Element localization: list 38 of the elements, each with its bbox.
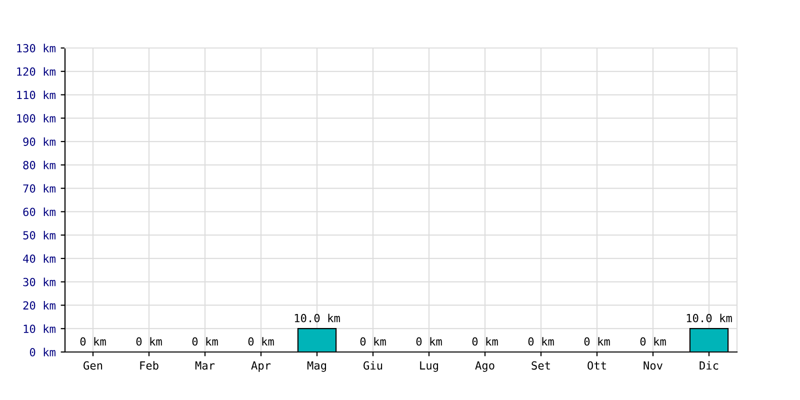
data-label: 10.0 km bbox=[686, 314, 732, 322]
y-tick-label: 90 km bbox=[23, 137, 56, 146]
y-tick-label: 110 km bbox=[17, 90, 56, 100]
y-tick-label: 40 km bbox=[23, 254, 56, 263]
y-tick-label: 100 km bbox=[17, 114, 56, 123]
x-tick-label: Gen bbox=[84, 361, 102, 370]
x-tick-label: Apr bbox=[251, 361, 271, 372]
x-tick-label: Feb bbox=[140, 361, 158, 370]
y-tick-label: 80 km bbox=[23, 160, 56, 170]
data-label: 0 km bbox=[584, 337, 610, 346]
data-label: 0 km bbox=[80, 337, 106, 346]
data-label: 0 km bbox=[528, 337, 554, 346]
x-tick-label: Set bbox=[532, 361, 550, 370]
x-tick-label: Giu bbox=[364, 361, 382, 370]
x-tick-label: Lug bbox=[420, 361, 438, 372]
y-tick-label: 130 km bbox=[17, 44, 56, 52]
x-tick-label: Mag bbox=[307, 361, 326, 372]
data-label: 0 km bbox=[640, 337, 666, 346]
x-tick-label: Mar bbox=[195, 361, 215, 370]
data-label: 10.0 km bbox=[294, 314, 340, 322]
data-label: 0 km bbox=[136, 337, 162, 346]
y-tick-label: 30 km bbox=[23, 278, 56, 286]
y-tick-label: 50 km bbox=[23, 230, 56, 240]
x-tick-label: Ott bbox=[588, 361, 606, 370]
y-tick-label: 70 km bbox=[23, 184, 56, 193]
x-tick-label: Ago bbox=[475, 361, 494, 372]
y-tick-label: 120 km bbox=[17, 67, 56, 76]
data-label: 0 km bbox=[472, 337, 498, 346]
y-tick-label: 10 km bbox=[24, 324, 56, 334]
data-label: 0 km bbox=[360, 337, 386, 346]
y-tick-label: 0 km bbox=[30, 348, 56, 356]
data-label: 0 km bbox=[248, 337, 274, 346]
data-label: 0 km bbox=[192, 337, 218, 346]
x-tick-label: Dic bbox=[700, 361, 718, 370]
x-tick-label: Nov bbox=[644, 361, 662, 370]
y-tick-label: 20 km bbox=[23, 301, 56, 310]
y-tick-label: 60 km bbox=[23, 208, 56, 216]
data-label: 0 km bbox=[416, 337, 442, 346]
